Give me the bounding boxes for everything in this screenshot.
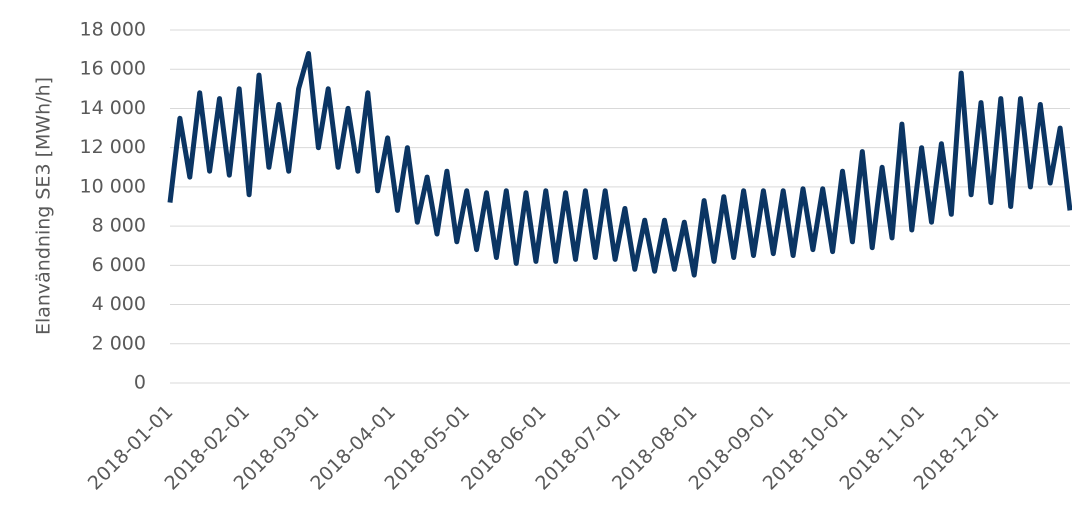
y-tick-label: 0 xyxy=(134,372,146,394)
y-tick-label: 10 000 xyxy=(80,175,146,197)
y-tick-label: 18 000 xyxy=(80,19,146,41)
y-axis-label: Elanvändning SE3 [MWh/h] xyxy=(33,77,55,335)
y-tick-label: 14 000 xyxy=(80,97,146,119)
y-tick-label: 12 000 xyxy=(80,136,146,158)
y-tick-label: 6 000 xyxy=(92,254,146,276)
y-tick-label: 2 000 xyxy=(92,332,146,354)
line-series xyxy=(167,51,1072,278)
y-tick-label: 8 000 xyxy=(92,215,146,237)
y-tick-label: 4 000 xyxy=(92,293,146,315)
y-tick-label: 16 000 xyxy=(80,58,146,80)
